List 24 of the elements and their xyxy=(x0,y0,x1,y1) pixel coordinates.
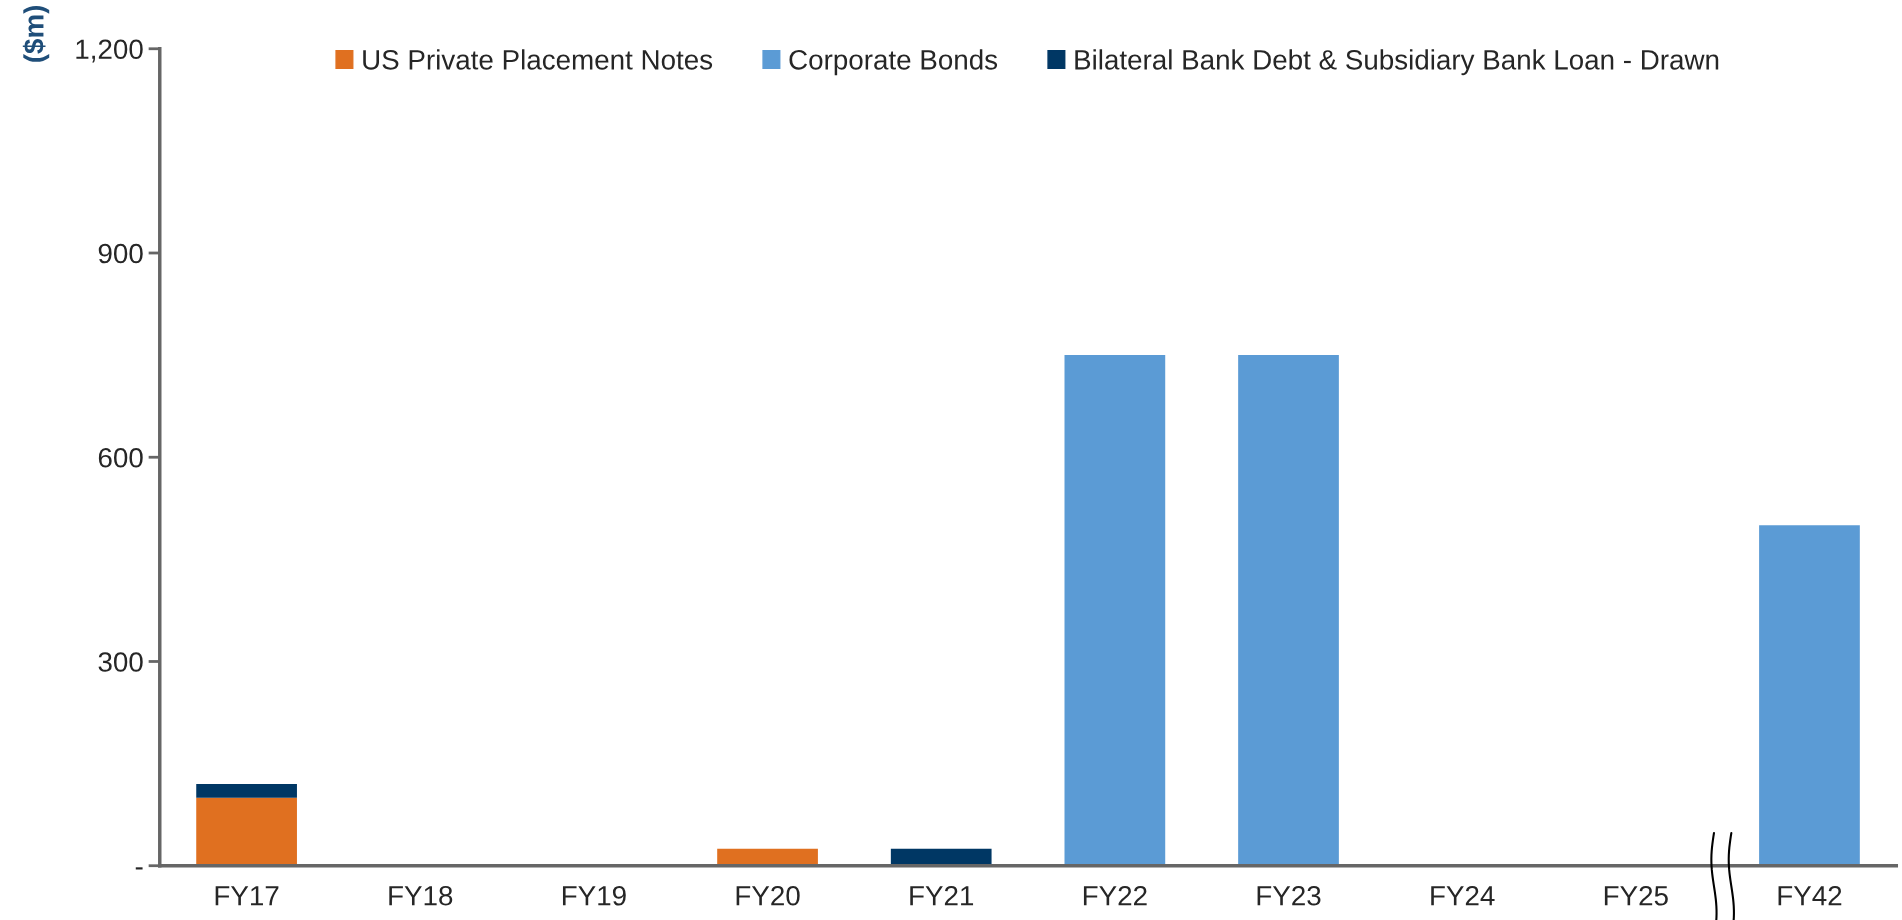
bar xyxy=(196,797,297,866)
y-tick-label: 300 xyxy=(98,652,143,672)
x-tick-label: FY22 xyxy=(1083,885,1147,906)
y-tick-label: - xyxy=(135,867,143,870)
bar xyxy=(1064,355,1166,866)
bar xyxy=(1238,355,1339,866)
legend-label: Corporate Bonds xyxy=(789,49,998,76)
x-tick-label: FY19 xyxy=(562,885,626,906)
y-tick-label: 900 xyxy=(98,243,143,264)
bar xyxy=(1759,525,1860,866)
x-tick-label: FY18 xyxy=(389,885,453,906)
legend-label: Bilateral Bank Debt & Subsidiary Bank Loan - Drawn xyxy=(1075,49,1719,76)
x-tick-label: FY42 xyxy=(1778,885,1842,906)
y-tick-label: 600 xyxy=(98,447,143,468)
x-tick-label: FY21 xyxy=(910,885,974,906)
x-tick-label: FY20 xyxy=(736,885,800,906)
x-tick-label: FY25 xyxy=(1604,885,1668,906)
x-tick-label: FY23 xyxy=(1257,885,1321,906)
x-tick-label: FY24 xyxy=(1431,885,1495,906)
bar xyxy=(196,784,297,798)
y-axis-title: ($m) xyxy=(22,5,50,62)
y-tick-label: 1,200 xyxy=(76,39,143,63)
x-tick-label: FY17 xyxy=(215,886,279,906)
legend-label: US Private Placement Notes xyxy=(363,49,713,70)
